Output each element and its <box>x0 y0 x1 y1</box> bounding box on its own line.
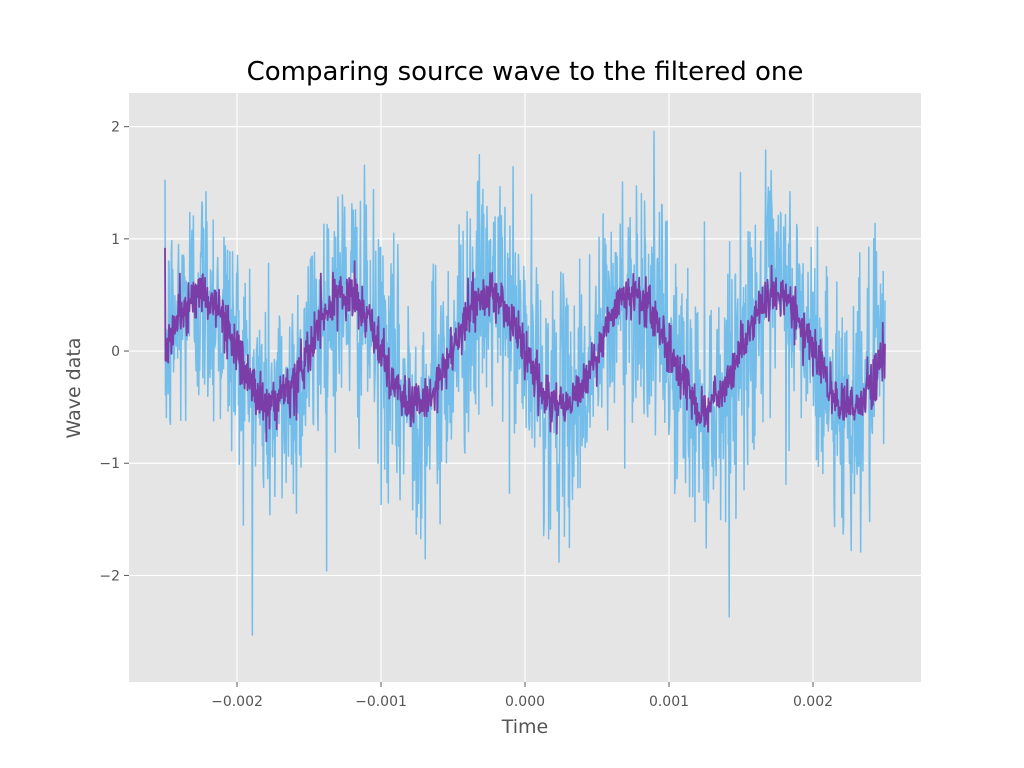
x-tick-label: −0.002 <box>211 694 263 710</box>
series-line-1 <box>164 130 886 636</box>
y-tick-label: 0 <box>111 344 120 360</box>
y-axis-label: Wave data <box>63 338 85 439</box>
y-tick-label: −2 <box>99 568 120 584</box>
x-axis: −0.002 −0.001 0.000 0.001 0.002 <box>211 682 833 710</box>
y-tick-label: 2 <box>111 120 120 136</box>
x-tick-label: 0.000 <box>505 694 545 710</box>
y-axis: −2 −1 0 1 2 <box>99 120 129 584</box>
y-tick-label: 1 <box>111 232 120 248</box>
x-axis-label: Time <box>501 716 549 738</box>
x-tick-label: −0.001 <box>355 694 407 710</box>
chart-title: Comparing source wave to the filtered on… <box>247 57 804 87</box>
series-group <box>164 130 886 636</box>
x-tick-label: 0.002 <box>793 694 833 710</box>
series-line-2 <box>164 247 886 443</box>
y-tick-label: −1 <box>99 456 120 472</box>
x-tick-label: 0.001 <box>649 694 689 710</box>
